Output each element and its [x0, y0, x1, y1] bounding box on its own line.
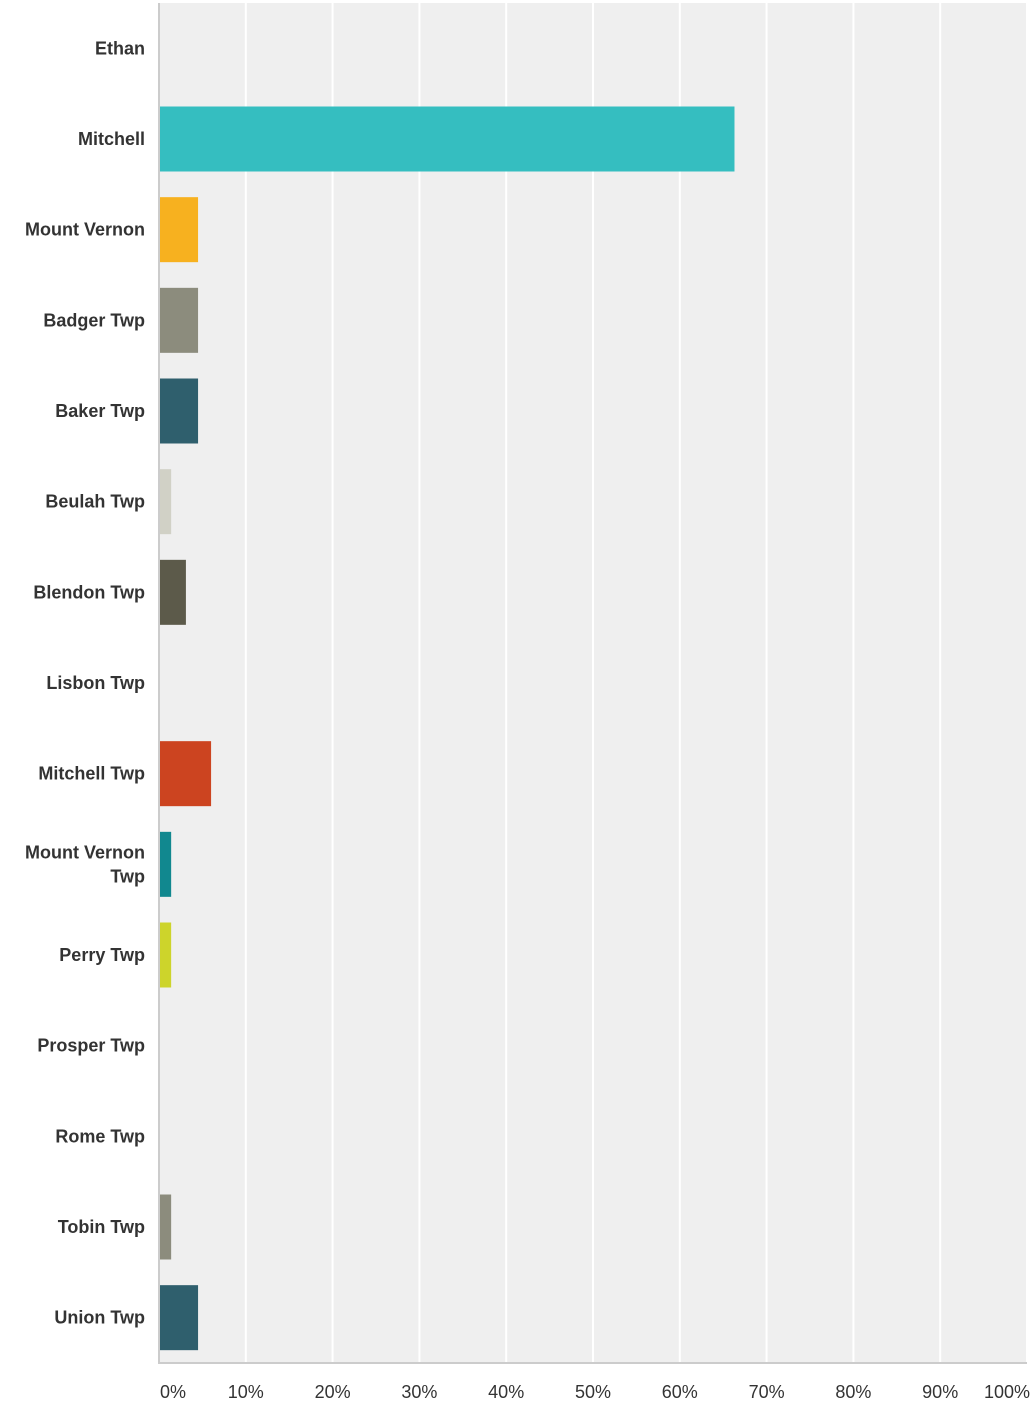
- bar-mitchell-twp: [159, 741, 212, 807]
- x-tick-label-70: 70%: [749, 1382, 785, 1402]
- x-tick-label-50: 50%: [575, 1382, 611, 1402]
- bar-baker-twp: [159, 378, 199, 444]
- x-tick-label-60: 60%: [662, 1382, 698, 1402]
- category-label-beulah-twp: Beulah Twp: [45, 492, 145, 512]
- bar-union-twp: [159, 1285, 199, 1351]
- category-label-rome-twp: Rome Twp: [55, 1126, 145, 1146]
- x-tick-label-90: 90%: [922, 1382, 958, 1402]
- category-label-line: Mount Vernon: [25, 842, 145, 862]
- category-label-tobin-twp: Tobin Twp: [58, 1217, 145, 1237]
- bar-tobin-twp: [159, 1194, 172, 1260]
- category-label-mount-vernon: Mount Vernon: [25, 220, 145, 240]
- x-tick-label-0: 0%: [160, 1382, 186, 1402]
- category-labels: Ethan Mitchell Mount Vernon Badger Twp Baker…: [25, 38, 145, 1327]
- axes: [158, 3, 1027, 1364]
- bar-perry-twp: [159, 922, 172, 988]
- category-label-mount-vernon-twp: Mount Vernon Twp: [25, 842, 145, 886]
- bar-beulah-twp: [159, 469, 172, 535]
- x-tick-label-10: 10%: [228, 1382, 264, 1402]
- x-tick-label-100: 100%: [984, 1382, 1030, 1402]
- category-label-mitchell-twp: Mitchell Twp: [38, 764, 145, 784]
- category-label-union-twp: Union Twp: [54, 1308, 145, 1328]
- x-tick-label-30: 30%: [401, 1382, 437, 1402]
- grid-lines: [244, 3, 1028, 1363]
- category-label-line: Twp: [110, 866, 145, 886]
- x-tick-label-20: 20%: [315, 1382, 351, 1402]
- x-tick-labels: 0% 10% 20% 30% 40% 50% 60% 70% 80% 90% 100%: [160, 1382, 1030, 1402]
- category-label-prosper-twp: Prosper Twp: [37, 1036, 145, 1056]
- category-label-perry-twp: Perry Twp: [59, 945, 145, 965]
- category-label-baker-twp: Baker Twp: [55, 401, 145, 421]
- category-label-blendon-twp: Blendon Twp: [33, 582, 145, 602]
- bars: [159, 106, 735, 1351]
- category-label-badger-twp: Badger Twp: [43, 310, 145, 330]
- bar-mitchell: [159, 106, 735, 172]
- bar-blendon-twp: [159, 559, 186, 625]
- bar-mount-vernon-twp: [159, 831, 172, 897]
- bar-mount-vernon: [159, 197, 199, 263]
- category-label-ethan: Ethan: [95, 38, 145, 58]
- category-label-lisbon-twp: Lisbon Twp: [46, 673, 145, 693]
- bar-badger-twp: [159, 287, 199, 353]
- x-tick-label-40: 40%: [488, 1382, 524, 1402]
- category-label-mitchell: Mitchell: [78, 129, 145, 149]
- x-tick-label-80: 80%: [835, 1382, 871, 1402]
